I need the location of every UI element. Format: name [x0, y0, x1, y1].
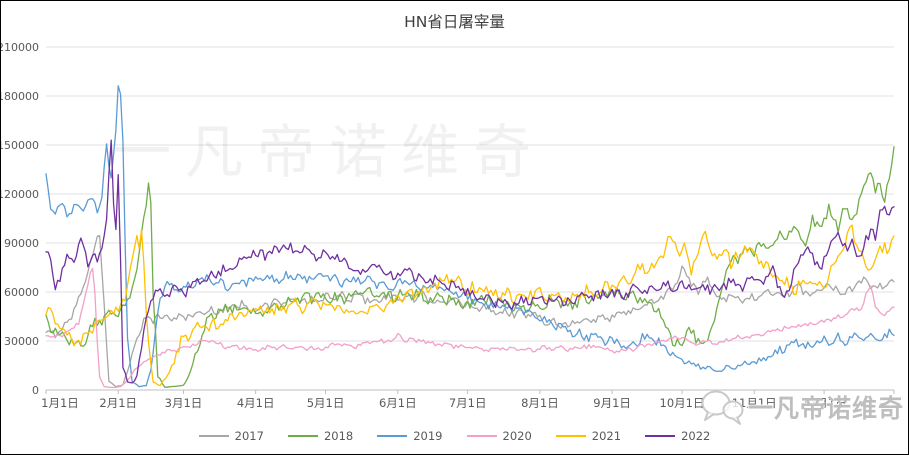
svg-text:7月1日: 7月1日	[449, 396, 487, 410]
svg-text:6月1日: 6月1日	[379, 396, 417, 410]
legend: 2017 2018 2019 2020 2021 2022	[1, 429, 908, 443]
series-lines	[45, 85, 895, 389]
series-line-2019	[45, 85, 895, 388]
svg-text:210000: 210000	[1, 41, 39, 54]
gridlines	[46, 46, 894, 391]
legend-swatch-2017	[198, 435, 229, 437]
svg-text:150000: 150000	[1, 139, 39, 152]
chart-title: HN省日屠宰量	[404, 13, 505, 31]
series-line-2021	[45, 224, 895, 387]
series-line-2020	[45, 267, 895, 389]
legend-item-2022: 2022	[645, 429, 710, 443]
series-line-2022	[45, 139, 895, 384]
svg-text:0: 0	[32, 384, 39, 397]
svg-text:9月1日: 9月1日	[593, 396, 631, 410]
series-line-2017	[45, 234, 895, 388]
legend-swatch-2022	[645, 435, 676, 437]
svg-text:12月1日: 12月1日	[802, 396, 847, 410]
svg-text:180000: 180000	[1, 90, 39, 103]
legend-item-2018: 2018	[287, 429, 354, 443]
legend-item-2017: 2017	[198, 429, 264, 443]
legend-item-2021: 2021	[555, 429, 622, 443]
legend-label-2019: 2019	[413, 429, 443, 443]
y-axis-labels: 0 30000 60000 90000 120000 150000 180000 210000	[1, 41, 39, 397]
svg-text:8月1日: 8月1日	[521, 396, 559, 410]
legend-item-2019: 2019	[377, 429, 443, 443]
legend-label-2018: 2018	[323, 429, 354, 443]
legend-item-2020: 2020	[466, 429, 532, 443]
svg-text:90000: 90000	[4, 237, 39, 250]
svg-text:10月1日: 10月1日	[660, 396, 705, 410]
svg-text:3月1日: 3月1日	[165, 396, 203, 410]
svg-text:120000: 120000	[1, 188, 39, 201]
svg-text:5月1日: 5月1日	[307, 396, 345, 410]
legend-label-2022: 2022	[681, 429, 711, 443]
legend-label-2020: 2020	[502, 429, 532, 443]
x-axis: 1月1日 2月1日 3月1日 4月1日 5月1日 6月1日 7月1日 8月1日 9月1日 10月1…	[41, 390, 895, 410]
svg-text:2月1日: 2月1日	[99, 396, 137, 410]
legend-label-2021: 2021	[591, 429, 622, 443]
legend-label-2017: 2017	[234, 429, 264, 443]
svg-text:4月1日: 4月1日	[237, 396, 275, 410]
legend-swatch-2021	[555, 435, 586, 437]
legend-swatch-2019	[377, 435, 408, 437]
svg-text:11月1日: 11月1日	[732, 396, 777, 410]
series-line-2018	[45, 146, 895, 388]
svg-text:1月1日: 1月1日	[41, 396, 79, 410]
svg-text:30000: 30000	[4, 335, 39, 348]
legend-swatch-2020	[466, 435, 497, 437]
legend-swatch-2018	[287, 435, 318, 437]
svg-text:60000: 60000	[4, 286, 39, 299]
